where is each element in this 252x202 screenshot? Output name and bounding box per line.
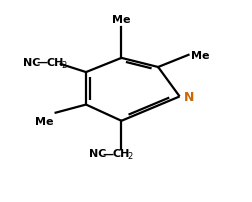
- Text: 2: 2: [61, 61, 67, 69]
- Text: CH: CH: [47, 58, 64, 68]
- Text: 2: 2: [127, 152, 132, 160]
- Text: NC: NC: [23, 58, 40, 68]
- Text: Me: Me: [190, 50, 209, 61]
- Text: CH: CH: [112, 148, 130, 159]
- Text: Me: Me: [35, 116, 53, 126]
- Text: N: N: [183, 90, 194, 103]
- Text: Me: Me: [112, 15, 130, 25]
- Text: —: —: [37, 58, 48, 68]
- Text: —: —: [102, 148, 113, 159]
- Text: NC: NC: [88, 148, 106, 159]
